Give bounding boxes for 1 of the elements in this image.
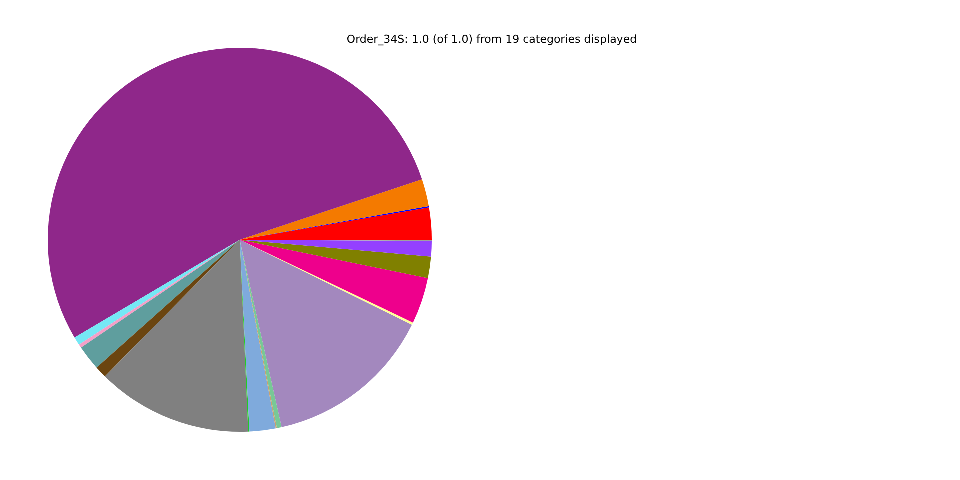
text: Order_34S: 1.0 (of 1.0) from 19 categories displayed [346, 33, 638, 46]
